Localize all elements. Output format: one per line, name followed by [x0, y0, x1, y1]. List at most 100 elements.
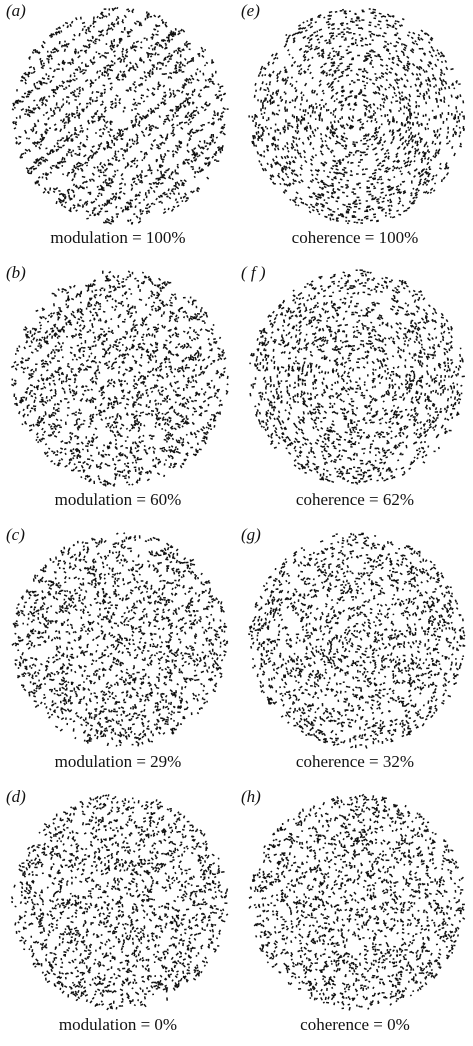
dot: [328, 136, 332, 140]
dot: [99, 11, 104, 15]
dot: [356, 221, 359, 224]
dot: [132, 416, 136, 420]
dot: [58, 197, 61, 201]
dot: [98, 334, 101, 338]
dot: [314, 194, 318, 198]
dot: [415, 187, 419, 191]
dot: [67, 96, 70, 99]
panel-letter-a: (a): [6, 1, 26, 20]
dot: [113, 154, 116, 158]
dot: [374, 171, 377, 174]
dot: [409, 131, 413, 135]
dot: [129, 165, 133, 168]
dot: [26, 388, 29, 391]
dot: [201, 50, 205, 53]
dot: [166, 400, 169, 403]
dot: [213, 110, 216, 114]
dot: [389, 198, 392, 202]
dot: [68, 323, 73, 326]
dot: [22, 396, 26, 399]
dot: [439, 127, 442, 130]
dot: [164, 433, 169, 437]
dot: [112, 457, 115, 461]
dot: [124, 165, 127, 169]
dot: [117, 371, 120, 374]
dot: [41, 77, 45, 80]
dot: [210, 139, 214, 143]
dot: [168, 398, 171, 401]
dot: [39, 393, 43, 397]
dot: [377, 23, 380, 26]
dot: [146, 478, 150, 482]
dot: [179, 54, 182, 58]
dot: [90, 304, 93, 307]
dot: [439, 73, 443, 77]
dot: [45, 396, 48, 399]
dot: [66, 304, 70, 309]
dot: [358, 202, 362, 205]
dot: [163, 357, 168, 360]
dot: [177, 316, 180, 319]
dot: [314, 169, 318, 172]
dot: [300, 96, 303, 99]
dot: [326, 190, 330, 194]
dot: [368, 138, 372, 141]
dot: [314, 128, 317, 132]
dot: [173, 94, 177, 98]
dot: [171, 171, 174, 174]
dot: [168, 350, 172, 353]
dot: [440, 98, 443, 102]
dot: [154, 386, 157, 389]
dot: [321, 55, 324, 57]
dot: [269, 177, 273, 181]
dot: [115, 345, 119, 348]
dot: [125, 481, 129, 484]
panel-caption-e: coherence = 100%: [291, 228, 419, 247]
dot: [433, 182, 437, 185]
dot: [386, 185, 391, 188]
dot: [98, 411, 102, 415]
dot: [261, 101, 264, 105]
dot: [106, 366, 111, 370]
dot: [60, 119, 63, 122]
dot: [72, 456, 75, 460]
dot: [433, 85, 436, 88]
dot: [52, 94, 56, 98]
dot: [182, 374, 186, 378]
dot: [334, 107, 337, 112]
dot: [72, 468, 76, 472]
dot: [410, 180, 413, 184]
dot: [174, 198, 178, 201]
dot: [399, 137, 403, 142]
dot: [387, 204, 391, 207]
dot: [311, 155, 315, 159]
dot: [304, 29, 308, 32]
dot: [38, 183, 41, 187]
dot: [94, 197, 98, 201]
dot: [144, 450, 148, 454]
dot: [147, 54, 150, 59]
dot: [186, 366, 190, 369]
dot: [50, 327, 54, 330]
dot: [116, 21, 120, 24]
dot: [77, 161, 81, 164]
dot: [105, 221, 110, 224]
dot: [179, 465, 183, 469]
dot: [360, 44, 364, 47]
dot: [175, 317, 178, 320]
dot: [126, 276, 129, 279]
dot: [328, 56, 331, 59]
dot: [146, 38, 148, 41]
dot: [106, 64, 110, 67]
dot: [294, 198, 297, 201]
dot: [39, 344, 42, 347]
dot: [167, 329, 171, 332]
dot: [183, 83, 187, 86]
dot: [98, 34, 101, 37]
dot: [91, 61, 94, 65]
dot: [100, 113, 104, 116]
dot: [85, 186, 88, 189]
dot: [151, 36, 154, 40]
dot: [418, 174, 423, 178]
dot: [134, 194, 137, 198]
